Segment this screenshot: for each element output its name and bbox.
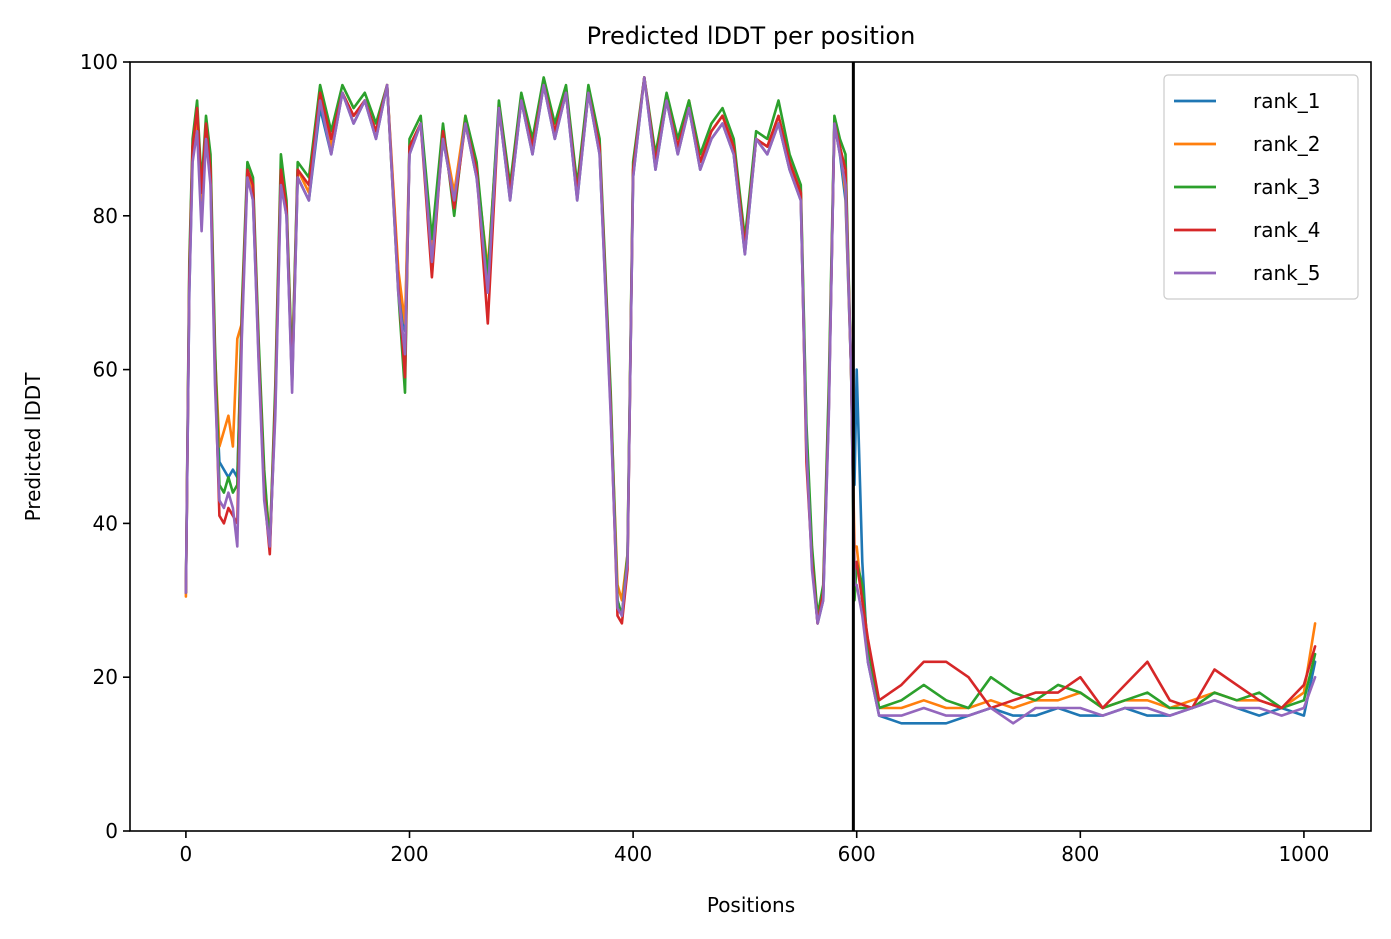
plot-frame [129, 61, 1372, 832]
x-tick-label: 0 [180, 842, 193, 866]
y-axis-title: Predicted lDDT [21, 372, 45, 522]
legend-label-rank_3: rank_3 [1253, 175, 1320, 199]
y-tick-label: 40 [93, 511, 118, 535]
legend-label-rank_2: rank_2 [1253, 132, 1320, 156]
legend-box [1163, 74, 1359, 300]
x-tick-label: 1000 [1278, 842, 1329, 866]
y-tick-label: 0 [105, 819, 118, 843]
y-tick-label: 60 [93, 358, 118, 382]
series-lines [184, 76, 1317, 725]
x-tick-label: 600 [838, 842, 876, 866]
series-line-rank_5 [184, 76, 1317, 725]
legend-label-rank_4: rank_4 [1253, 218, 1320, 242]
y-tick-label: 80 [93, 204, 118, 228]
y-tick-label: 100 [80, 50, 118, 74]
x-tick-label: 400 [614, 842, 652, 866]
y-tick-label: 20 [93, 665, 118, 689]
legend-label-rank_1: rank_1 [1253, 89, 1320, 113]
chart-title: Predicted lDDT per position [587, 22, 916, 50]
axis-ticks: 0 200 400 600 800 1000 0 20 40 60 80 100 [80, 50, 1330, 866]
legend-label-rank_5: rank_5 [1253, 261, 1320, 285]
x-tick-label: 200 [390, 842, 428, 866]
legend: rank_1 rank_2 rank_3 rank_4 rank_5 [1163, 74, 1359, 300]
x-axis-title: Positions [707, 893, 795, 917]
x-tick-label: 800 [1061, 842, 1099, 866]
